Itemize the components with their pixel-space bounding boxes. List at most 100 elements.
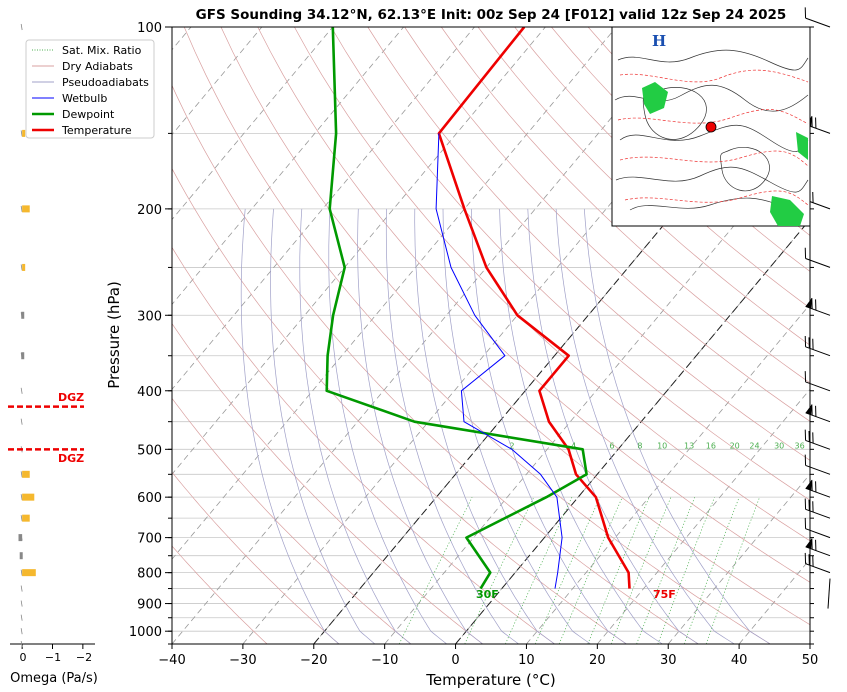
pseudoadiabat-line [385, 208, 519, 644]
mixing-ratio-line [464, 497, 535, 644]
wind-barb-feather [808, 430, 810, 442]
omega-zero-mark [20, 130, 23, 137]
y-tick-label: 300 [137, 309, 162, 324]
wind-barb-staff [805, 508, 831, 519]
wind-barb [805, 298, 831, 316]
omega-bar [19, 552, 23, 560]
dgz-label-top: DGZ [58, 391, 84, 404]
x-tick-label: −10 [371, 653, 398, 668]
dry-adiabat-line [172, 545, 268, 644]
wind-barb-staff [805, 346, 831, 357]
wind-barb [804, 498, 831, 519]
pseudoadiabat-line [442, 208, 591, 644]
mixing-ratio-line [587, 497, 650, 644]
wind-barb-feather [804, 371, 807, 382]
profile-traces [325, 27, 631, 590]
omega-bar [22, 129, 26, 137]
mixing-ratio-line [558, 497, 623, 644]
dry-adiabat-line [294, 27, 810, 542]
x-axis-label: Temperature (°C) [425, 671, 555, 689]
omega-zero-mark [20, 418, 23, 425]
wetbulb-trace [435, 133, 563, 589]
omega-bar [18, 534, 23, 542]
pseudoadiabat-line [299, 208, 412, 644]
omega-zero-mark [20, 569, 23, 576]
omega-bar [21, 311, 25, 319]
wind-barb [804, 247, 831, 268]
wind-barb-flag [805, 298, 812, 309]
omega-bar [22, 569, 36, 577]
legend: Sat. Mix. Ratio Dry Adiabats Pseudoadiab… [25, 39, 155, 139]
isotherm-line [172, 27, 688, 644]
y-tick-label: 900 [137, 598, 162, 613]
omega-zero-mark [20, 515, 23, 522]
omega-zero-mark [20, 23, 23, 31]
pseudoadiabat-line [583, 208, 771, 644]
mixing-ratio-label: 13 [684, 441, 694, 450]
mixing-ratio-lines: 2 4 6 8 10 13 16 20 24 30 36 [398, 441, 805, 644]
dgz-label-bottom: DGZ [58, 452, 84, 465]
mixing-ratio-line [657, 497, 715, 644]
x-tick-label: −20 [300, 653, 327, 668]
plot-background-grid [172, 27, 810, 644]
dry-adiabat-line [183, 27, 771, 644]
pseudoadiabat-line [555, 208, 735, 644]
mixing-ratio-label: 8 [637, 441, 642, 450]
y-tick-label: 200 [137, 203, 162, 218]
temperature-trace [437, 27, 631, 589]
omega-zero-mark [20, 640, 23, 648]
dry-adiabat-line [220, 27, 810, 626]
wind-barb [804, 7, 831, 28]
wind-barb-feather [804, 247, 807, 259]
inset-map-red-contours [617, 69, 809, 206]
legend-label-wetbulb: Wetbulb [62, 92, 107, 105]
mixing-ratio-line [534, 497, 601, 644]
dry-adiabat-line [441, 27, 810, 384]
isotherm-line [172, 27, 546, 475]
omega-bar [21, 352, 25, 360]
mixing-ratio-label: 2 [510, 441, 515, 450]
wind-barb-feather [815, 405, 817, 417]
wind-barb-feather [812, 501, 814, 513]
wind-barb-feather [811, 538, 813, 550]
wind-barb-staff [805, 381, 831, 392]
pseudoadiabat-line [357, 208, 483, 644]
y-tick-label: 600 [137, 491, 162, 506]
dry-adiabat-line [477, 27, 810, 346]
isotherm-line [172, 27, 475, 390]
x-tick-label: 50 [802, 653, 819, 668]
omega-zero-mark [20, 205, 23, 212]
inset-map-location-marker [705, 121, 717, 133]
wind-barb [804, 336, 831, 357]
mixing-ratio-line [610, 497, 672, 644]
dewpoint-trace [325, 27, 588, 590]
wind-barb-feather [815, 481, 817, 493]
omega-bar [22, 514, 30, 522]
pseudoadiabat-line [499, 208, 663, 644]
omega-zero-mark [20, 387, 23, 394]
legend-label-mixing-ratio: Sat. Mix. Ratio [62, 44, 142, 57]
mixing-ratio-label: 16 [706, 441, 716, 450]
wind-barb-staff [805, 528, 831, 539]
plot-frame [171, 26, 811, 645]
dry-adiabat-line [172, 246, 555, 644]
omega-zero-mark [20, 614, 23, 621]
y-tick-label: 400 [137, 385, 162, 400]
mixing-ratio-line [683, 497, 740, 644]
wind-barb [804, 517, 831, 539]
x-tick-label: 40 [731, 653, 748, 668]
omega-zero-mark [20, 494, 23, 501]
omega-bar [22, 263, 26, 271]
wind-barb-staff [805, 17, 831, 28]
pseudoadiabat-line [470, 208, 627, 644]
surface-temperature-label: 75F [653, 588, 676, 601]
mixing-ratio-label: 30 [774, 441, 784, 450]
x-tick-label: 10 [518, 653, 535, 668]
wind-barb [804, 552, 831, 574]
mixing-ratio-line [505, 497, 573, 644]
inset-map: H [611, 26, 811, 227]
wind-barb-feather [808, 499, 810, 511]
wind-barb-feather [815, 539, 817, 551]
x-tick-label: −40 [158, 653, 185, 668]
